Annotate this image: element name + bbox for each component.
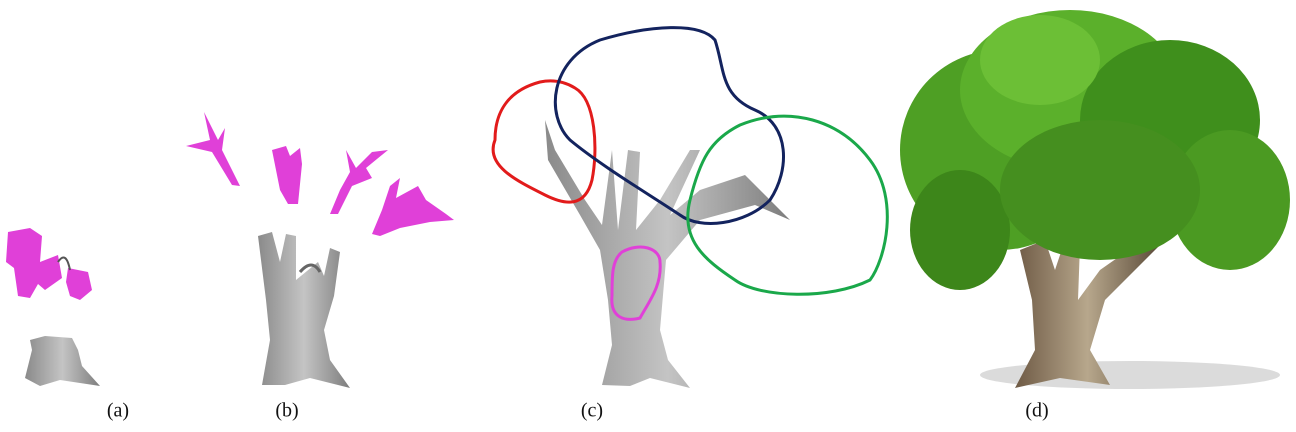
branch-piece — [186, 112, 240, 186]
branch-piece — [66, 268, 92, 300]
outline-magenta — [610, 245, 662, 321]
tree — [545, 120, 790, 388]
caption: (d) — [1025, 400, 1048, 422]
panel-b — [186, 112, 454, 388]
outline-red — [491, 79, 597, 204]
branch-piece — [372, 178, 454, 236]
caption: (b) — [275, 400, 298, 422]
panel-c — [491, 26, 889, 388]
panel-d — [900, 10, 1290, 389]
branch-link — [57, 256, 71, 271]
panel-a — [6, 228, 100, 386]
branch-piece — [330, 150, 388, 214]
trunk — [1015, 235, 1160, 388]
canopy — [900, 10, 1290, 290]
outline-green — [686, 114, 889, 296]
outline-navy — [553, 26, 785, 225]
trunk — [258, 232, 350, 388]
caption: (c) — [581, 400, 603, 422]
branch-piece — [6, 228, 62, 298]
caption: (a) — [107, 400, 129, 422]
branch-link — [298, 263, 322, 274]
stump — [25, 336, 100, 386]
branch-piece — [272, 146, 302, 204]
